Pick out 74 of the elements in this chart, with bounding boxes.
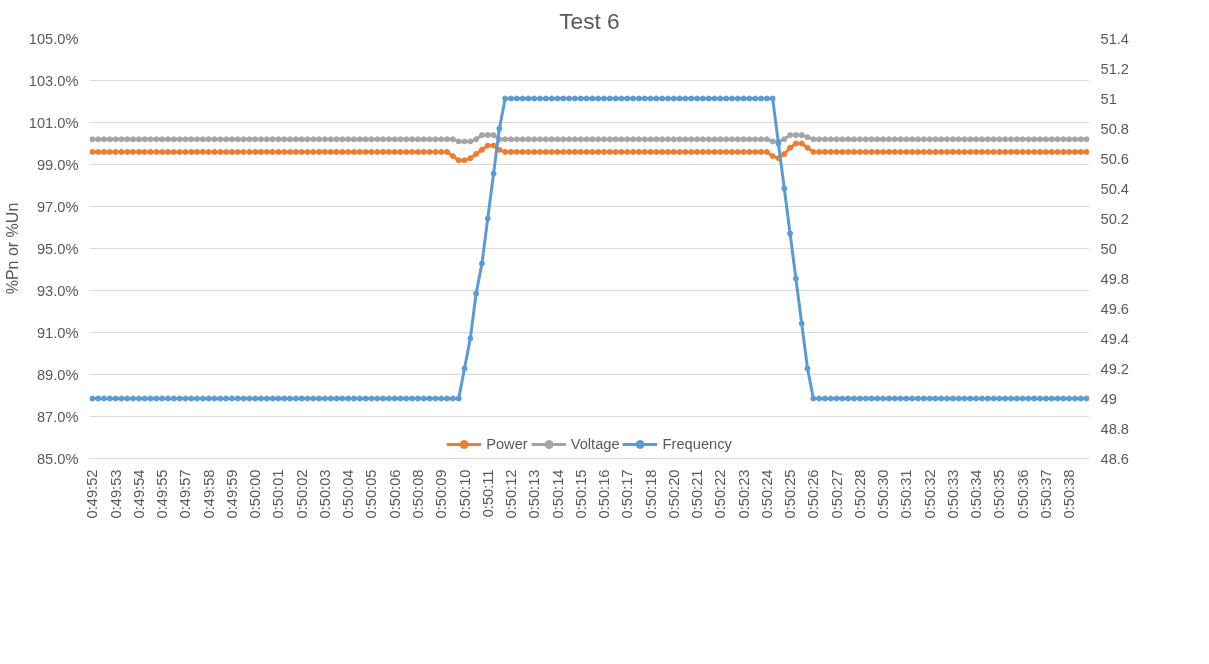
x-tick-label: 0:50:32: [921, 469, 938, 519]
y2-tick-label: 49.4: [1100, 330, 1130, 347]
chart-title: Test 6: [559, 7, 620, 34]
x-tick-label: 0:50:08: [409, 469, 426, 519]
y-tick-label: 105.0%: [28, 30, 79, 47]
y2-tick-label: 50: [1100, 240, 1117, 257]
x-tick-label: 0:49:52: [84, 469, 101, 519]
x-tick-label: 0:50:25: [782, 469, 799, 519]
legend-label: Voltage: [570, 436, 620, 452]
y-tick-label: 89.0%: [36, 366, 79, 383]
y2-tick-label: 51: [1100, 90, 1117, 107]
x-tick-label: 0:50:01: [270, 469, 287, 519]
y2-tick-label: 51.4: [1100, 30, 1130, 47]
y2-tick-label: 49.2: [1100, 360, 1130, 377]
x-tick-label: 0:50:20: [665, 469, 682, 519]
x-tick-label: 0:50:23: [735, 469, 752, 519]
legend-label: Power: [486, 436, 528, 452]
y-tick-label: 87.0%: [36, 408, 79, 425]
x-tick-label: 0:50:30: [875, 469, 892, 519]
y-tick-label: 91.0%: [36, 324, 79, 341]
x-tick-label: 0:50:16: [596, 469, 613, 519]
x-tick-label: 0:50:11: [479, 469, 496, 518]
y-tick-label: 85.0%: [36, 450, 79, 467]
x-tick-label: 0:50:10: [456, 469, 473, 519]
x-tick-label: 0:50:33: [944, 469, 961, 519]
y-axis-title: %Pn or %Un: [3, 202, 21, 295]
x-tick-label: 0:49:55: [154, 469, 171, 519]
y2-tick-label: 49: [1100, 390, 1117, 407]
x-tick-label: 0:50:22: [712, 469, 729, 519]
x-tick-label: 0:49:59: [223, 469, 240, 519]
y-tick-label: 99.0%: [36, 156, 79, 173]
x-tick-label: 0:50:02: [293, 469, 310, 519]
x-tick-label: 0:49:58: [200, 469, 217, 519]
x-tick-label: 0:50:15: [572, 469, 589, 519]
x-tick-label: 0:50:27: [828, 469, 845, 519]
x-tick-label: 0:49:54: [130, 469, 147, 519]
y2-tick-label: 51.2: [1100, 60, 1130, 77]
y2-tick-label: 49.8: [1100, 270, 1130, 287]
y2-tick-label: 49.6: [1100, 300, 1130, 317]
x-tick-label: 0:50:00: [247, 469, 264, 519]
x-tick-label: 0:50:35: [991, 469, 1008, 519]
x-tick-label: 0:50:17: [619, 469, 636, 519]
x-tick-label: 0:50:26: [805, 469, 822, 519]
y2-tick-label: 48.6: [1100, 450, 1130, 467]
x-tick-label: 0:50:04: [340, 469, 357, 519]
x-tick-label: 0:50:37: [1037, 469, 1054, 519]
y2-tick-label: 50.8: [1100, 120, 1130, 137]
x-tick-label: 0:50:06: [386, 469, 403, 519]
y-tick-label: 93.0%: [36, 282, 79, 299]
x-tick-label: 0:50:14: [549, 469, 566, 519]
x-tick-label: 0:50:18: [642, 469, 659, 519]
x-tick-label: 0:50:21: [689, 469, 706, 519]
y2-tick-label: 48.8: [1100, 420, 1130, 437]
x-tick-label: 0:50:12: [503, 469, 520, 519]
y-tick-label: 95.0%: [36, 240, 79, 257]
x-tick-label: 0:50:09: [433, 469, 450, 519]
x-tick-label: 0:50:31: [898, 469, 915, 519]
x-tick-label: 0:49:53: [107, 469, 124, 519]
x-tick-label: 0:50:13: [526, 469, 543, 519]
x-tick-label: 0:50:38: [1061, 469, 1078, 519]
x-tick-label: 0:49:57: [177, 469, 194, 519]
x-tick-label: 0:50:24: [758, 469, 775, 519]
y2-tick-label: 50.4: [1100, 180, 1130, 197]
x-tick-label: 0:50:36: [1014, 469, 1031, 519]
x-tick-label: 0:50:34: [968, 469, 985, 519]
x-tick-label: 0:50:28: [851, 469, 868, 519]
y-tick-label: 101.0%: [28, 114, 79, 131]
y-tick-label: 97.0%: [36, 198, 79, 215]
y2-tick-label: 50.6: [1100, 150, 1130, 167]
legend-label: Frequency: [662, 436, 732, 452]
y-tick-label: 103.0%: [28, 72, 79, 89]
x-tick-label: 0:50:05: [363, 469, 380, 519]
y2-tick-label: 50.2: [1100, 210, 1130, 227]
x-tick-label: 0:50:03: [316, 469, 333, 519]
